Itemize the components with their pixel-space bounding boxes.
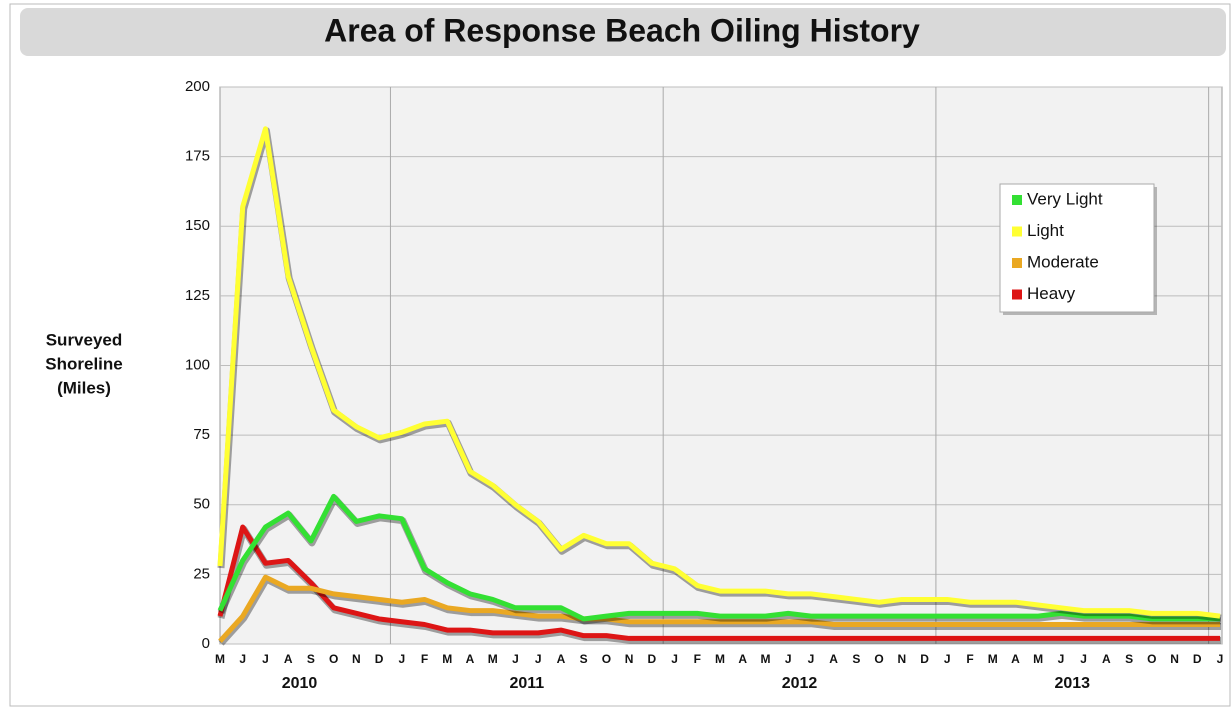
y-tick-label: 200: [185, 78, 210, 95]
legend-label: Very Light: [1027, 189, 1103, 208]
x-tick-label: J: [785, 652, 792, 666]
y-axis-label: Surveyed: [46, 330, 123, 349]
x-tick-label: F: [966, 652, 973, 666]
legend-swatch: [1012, 258, 1022, 268]
y-tick-label: 125: [185, 287, 210, 304]
x-tick-label: S: [307, 652, 315, 666]
x-tick-label: S: [580, 652, 588, 666]
y-tick-label: 175: [185, 148, 210, 165]
x-tick-label: F: [421, 652, 428, 666]
x-tick-label: J: [944, 652, 951, 666]
x-tick-label: D: [920, 652, 929, 666]
x-tick-label: A: [284, 652, 293, 666]
x-tick-label: J: [239, 652, 246, 666]
title-bar: [20, 8, 1226, 56]
x-tick-label: O: [1147, 652, 1156, 666]
x-tick-label: S: [852, 652, 860, 666]
x-tick-label: A: [738, 652, 747, 666]
x-tick-label: J: [262, 652, 269, 666]
x-tick-label: O: [602, 652, 611, 666]
x-tick-label: J: [535, 652, 542, 666]
x-tick-label: O: [874, 652, 883, 666]
year-label: 2011: [509, 675, 544, 692]
chart-title: Area of Response Beach Oiling History: [324, 12, 920, 48]
x-tick-label: A: [829, 652, 838, 666]
y-tick-label: 50: [193, 496, 210, 513]
series-line: [217, 493, 1220, 622]
series-line: [217, 126, 1221, 619]
x-tick-label: N: [352, 652, 361, 666]
legend-label: Moderate: [1027, 252, 1099, 271]
y-tick-label: 100: [185, 356, 210, 373]
x-tick-label: F: [694, 652, 701, 666]
y-tick-label: 0: [202, 635, 210, 652]
x-tick-label: J: [398, 652, 405, 666]
x-tick-label: M: [1033, 652, 1043, 666]
x-tick-label: M: [488, 652, 498, 666]
y-tick-label: 150: [185, 217, 210, 234]
legend-swatch: [1012, 195, 1022, 205]
x-tick-label: J: [671, 652, 678, 666]
y-tick-label: 75: [193, 426, 210, 443]
x-tick-label: M: [715, 652, 725, 666]
legend-box: [999, 183, 1155, 313]
x-tick-label: J: [808, 652, 815, 666]
legend-swatch: [1012, 289, 1022, 300]
year-label: 2012: [782, 675, 818, 692]
x-tick-label: D: [1193, 652, 1202, 666]
x-tick-label: J: [1058, 652, 1065, 666]
x-tick-label: M: [215, 652, 225, 666]
legend-label: Heavy: [1027, 284, 1076, 303]
x-tick-label: A: [1011, 652, 1020, 666]
x-tick-label: D: [375, 652, 384, 666]
x-tick-label: M: [988, 652, 998, 666]
y-tick-label: 25: [193, 565, 210, 582]
x-tick-label: J: [1217, 652, 1224, 666]
y-axis-label: (Miles): [57, 378, 111, 397]
year-label: 2010: [282, 675, 318, 692]
x-tick-label: M: [442, 652, 452, 666]
legend-swatch: [1012, 226, 1022, 237]
x-tick-label: N: [625, 652, 634, 666]
x-tick-label: N: [1170, 652, 1179, 666]
series-line: [218, 574, 1220, 643]
x-tick-label: J: [1080, 652, 1087, 666]
legend-label: Light: [1027, 221, 1064, 240]
x-tick-label: A: [466, 652, 475, 666]
series-line: [217, 524, 1220, 641]
x-tick-label: J: [512, 652, 519, 666]
x-tick-label: S: [1125, 652, 1133, 666]
x-tick-label: M: [760, 652, 770, 666]
year-label: 2013: [1054, 675, 1090, 692]
y-axis-label: Shoreline: [45, 354, 122, 373]
x-tick-label: D: [647, 652, 656, 666]
x-tick-label: O: [329, 652, 338, 666]
x-tick-label: A: [1102, 652, 1111, 666]
x-tick-label: N: [897, 652, 906, 666]
x-tick-label: A: [557, 652, 566, 666]
